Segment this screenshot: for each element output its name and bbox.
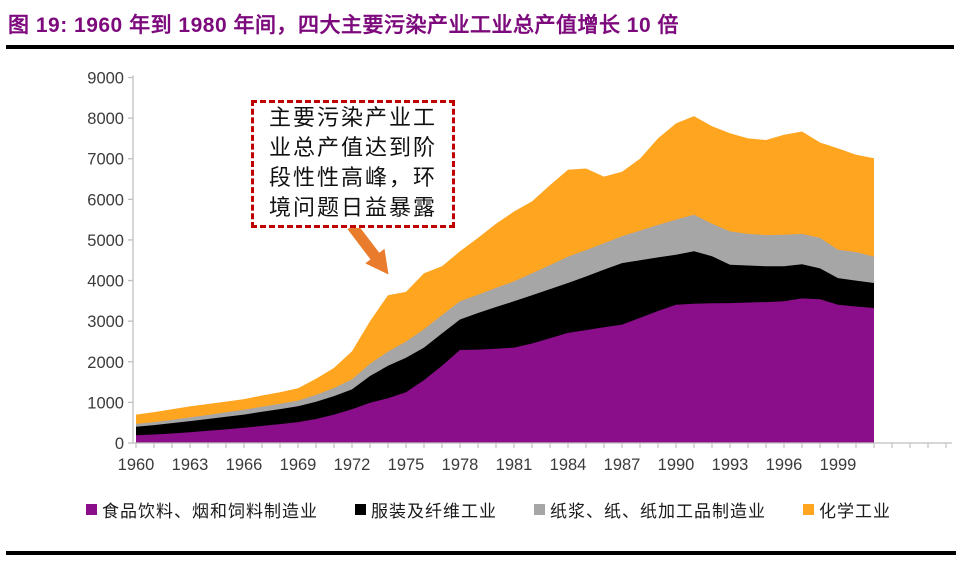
y-tick-label: 7000: [87, 151, 124, 169]
chart-legend: 食品饮料、烟和饲料制造业 服装及纤维工业 纸浆、纸、纸加工品制造业 化学工业: [86, 497, 946, 522]
legend-label: 纸浆、纸、纸加工品制造业: [550, 501, 766, 522]
annotation-text-line: 主要污染产业工: [268, 106, 437, 131]
y-tick-label: 1000: [87, 394, 124, 412]
legend-swatch-icon: [355, 503, 366, 515]
legend-label: 服装及纤维工业: [371, 501, 497, 522]
legend-swatch-icon: [86, 503, 97, 515]
annotation-text-line: 段性性高峰，环: [268, 166, 437, 191]
annotation-text-line: 境问题日益暴露: [268, 196, 437, 221]
x-tick-label: 1978: [442, 456, 479, 474]
legend-item-1: 服装及纤维工业: [355, 497, 497, 522]
legend-item-3: 化学工业: [803, 497, 891, 522]
x-tick-label: 1972: [334, 456, 371, 474]
annotation-arrow-icon: [347, 222, 389, 275]
legend-label: 食品饮料、烟和饲料制造业: [102, 501, 318, 522]
bottom-divider: [6, 551, 956, 555]
y-tick-label: 9000: [87, 70, 124, 88]
legend-swatch-icon: [534, 503, 545, 515]
y-tick-label: 6000: [87, 191, 124, 209]
legend-item-2: 纸浆、纸、纸加工品制造业: [534, 497, 766, 522]
x-tick-label: 1987: [604, 456, 641, 474]
y-tick-label: 0: [115, 435, 124, 453]
y-tick-label: 5000: [87, 232, 124, 250]
y-tick-label: 2000: [87, 354, 124, 372]
legend-swatch-icon: [803, 503, 814, 515]
x-tick-label: 1999: [820, 456, 857, 474]
annotation-callout: 主要污染产业工 业总产值达到阶 段性性高峰，环 境问题日益暴露: [251, 100, 455, 228]
y-tick-label: 3000: [87, 313, 124, 331]
x-tick-label: 1963: [172, 456, 209, 474]
x-tick-label: 1981: [496, 456, 533, 474]
y-tick-label: 4000: [87, 273, 124, 291]
x-tick-label: 1975: [388, 456, 425, 474]
x-tick-label: 1969: [280, 456, 317, 474]
x-tick-label: 1990: [658, 456, 695, 474]
annotation-text-line: 业总产值达到阶: [268, 136, 437, 161]
legend-item-0: 食品饮料、烟和饲料制造业: [86, 497, 318, 522]
x-tick-label: 1966: [226, 456, 263, 474]
area-series-0: [136, 298, 874, 443]
x-tick-label: 1993: [712, 456, 749, 474]
x-tick-label: 1960: [118, 456, 155, 474]
legend-label: 化学工业: [819, 501, 891, 522]
title-divider: [6, 45, 954, 49]
x-tick-label: 1996: [766, 456, 803, 474]
y-tick-label: 8000: [87, 110, 124, 128]
figure-title: 图 19: 1960 年到 1980 年间，四大主要污染产业工业总产值增长 10…: [8, 14, 679, 37]
x-tick-label: 1984: [550, 456, 587, 474]
